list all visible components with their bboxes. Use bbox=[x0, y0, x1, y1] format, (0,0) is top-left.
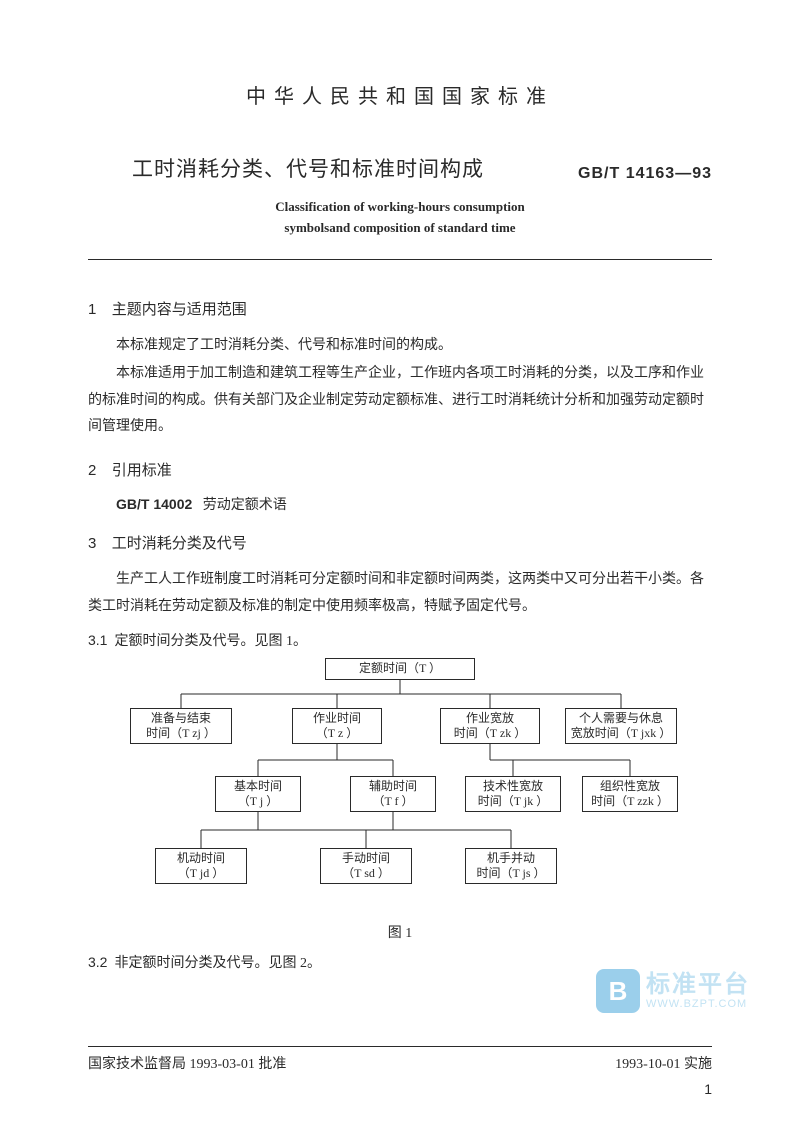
watermark-url: WWW.BZPT.COM bbox=[646, 998, 750, 1010]
node-l2-0: 准备与结束时间（T zj ） bbox=[130, 708, 232, 744]
node-l3-1: 辅助时间（T f ） bbox=[350, 776, 436, 812]
node-root: 定额时间（T ） bbox=[325, 658, 475, 680]
title-en-line2: symbolsand composition of standard time bbox=[88, 218, 712, 239]
watermark-title: 标准平台 bbox=[646, 972, 750, 998]
node-l2-1: 作业时间（T z ） bbox=[292, 708, 382, 744]
node-l4-0: 机动时间（T jd ） bbox=[155, 848, 247, 884]
node-l3-2: 技术性宽放时间（T jk ） bbox=[465, 776, 561, 812]
title-english: Classification of working-hours consumpt… bbox=[88, 197, 712, 239]
node-l3-0: 基本时间（T j ） bbox=[215, 776, 301, 812]
node-l2-2: 作业宽放时间（T zk ） bbox=[440, 708, 540, 744]
section-1-heading: 1 主题内容与适用范围 bbox=[88, 298, 712, 319]
title-chinese: 工时消耗分类、代号和标准时间构成 bbox=[132, 153, 484, 183]
node-l4-2: 机手并动时间（T js ） bbox=[465, 848, 557, 884]
sub-num: 3.2 bbox=[88, 954, 107, 970]
section-num: 2 bbox=[88, 462, 108, 479]
ref-name: 劳动定额术语 bbox=[203, 498, 287, 513]
title-en-line1: Classification of working-hours consumpt… bbox=[88, 197, 712, 218]
section-3-heading: 3 工时消耗分类及代号 bbox=[88, 532, 712, 553]
node-l2-3: 个人需要与休息宽放时间（T jxk ） bbox=[565, 708, 677, 744]
figure-1-caption: 图 1 bbox=[88, 922, 712, 942]
sub-num: 3.1 bbox=[88, 632, 107, 648]
paragraph: 生产工人工作班制度工时消耗可分定额时间和非定额时间两类，这两类中又可分出若干小类… bbox=[88, 567, 712, 620]
node-l4-1: 手动时间（T sd ） bbox=[320, 848, 412, 884]
sub-text: 非定额时间分类及代号。见图 2。 bbox=[114, 956, 321, 971]
section-title: 主题内容与适用范围 bbox=[112, 302, 247, 318]
paragraph: 本标准规定了工时消耗分类、代号和标准时间的构成。 bbox=[88, 333, 712, 360]
paragraph: 本标准适用于加工制造和建筑工程等生产企业，工作班内各项工时消耗的分类，以及工序和… bbox=[88, 361, 712, 441]
footer-bar: 国家技术监督局 1993-03-01 批准 1993-10-01 实施 bbox=[88, 1046, 712, 1073]
footer-implementation: 1993-10-01 实施 bbox=[615, 1053, 712, 1073]
section-title: 工时消耗分类及代号 bbox=[112, 536, 247, 552]
watermark-text: 标准平台 WWW.BZPT.COM bbox=[646, 972, 750, 1010]
subsection-3-1: 3.1 定额时间分类及代号。见图 1。 bbox=[88, 630, 712, 650]
section-num: 3 bbox=[88, 535, 108, 552]
page-number: 1 bbox=[704, 1081, 712, 1097]
footer-approval: 国家技术监督局 1993-03-01 批准 bbox=[88, 1053, 286, 1073]
header-rule bbox=[88, 259, 712, 260]
ref-code: GB/T 14002 bbox=[116, 496, 192, 512]
section-title: 引用标准 bbox=[112, 463, 172, 479]
figure-1-flowchart: 定额时间（T ） 准备与结束时间（T zj ） 作业时间（T z ） 作业宽放时间（T… bbox=[120, 658, 680, 918]
national-standard-header: 中华人民共和国国家标准 bbox=[88, 80, 712, 109]
standard-code: GB/T 14163—93 bbox=[578, 165, 712, 183]
section-num: 1 bbox=[88, 301, 108, 318]
sub-text: 定额时间分类及代号。见图 1。 bbox=[114, 634, 307, 649]
title-row: 工时消耗分类、代号和标准时间构成 GB/T 14163—93 bbox=[88, 153, 712, 183]
node-l3-3: 组织性宽放时间（T zzk ） bbox=[582, 776, 678, 812]
referenced-standard: GB/T 14002 劳动定额术语 bbox=[116, 494, 712, 514]
section-2-heading: 2 引用标准 bbox=[88, 459, 712, 480]
watermark-badge-icon: B bbox=[596, 969, 640, 1013]
watermark: B 标准平台 WWW.BZPT.COM bbox=[596, 969, 750, 1013]
